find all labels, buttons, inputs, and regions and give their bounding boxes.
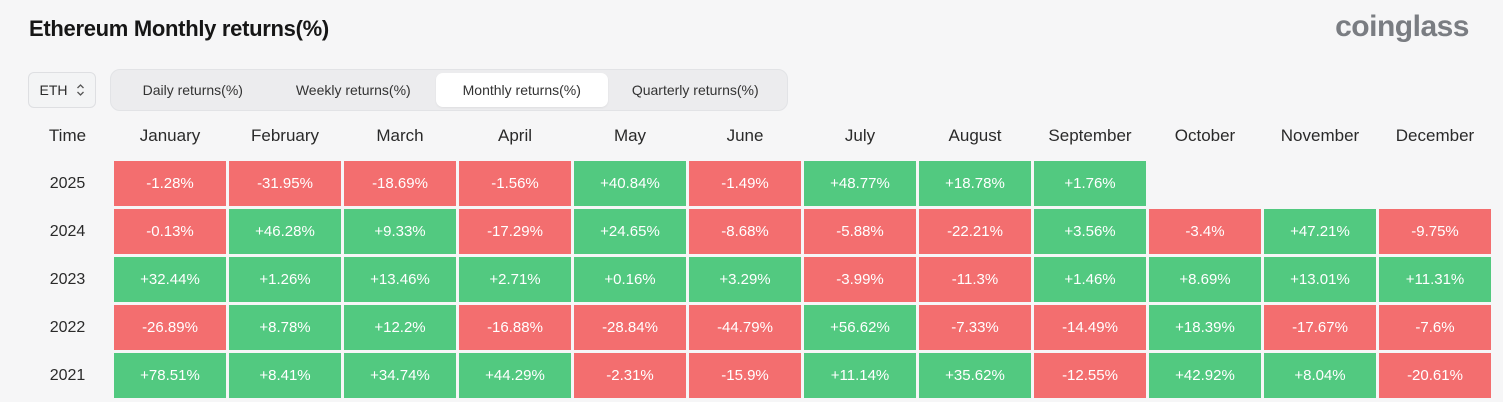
column-header-september: September bbox=[1048, 126, 1132, 145]
return-cell: +13.46% bbox=[344, 257, 456, 302]
return-cell: +3.29% bbox=[689, 257, 801, 302]
row-year-label: 2023 bbox=[49, 270, 86, 288]
return-cell: -7.33% bbox=[919, 305, 1031, 350]
column-header-march: March bbox=[376, 126, 424, 145]
return-cell: +12.2% bbox=[344, 305, 456, 350]
return-cell: +78.51% bbox=[114, 353, 226, 398]
return-cell: -14.49% bbox=[1034, 305, 1146, 350]
column-header-february: February bbox=[250, 126, 320, 145]
return-cell: +18.78% bbox=[919, 161, 1031, 206]
return-cell: -1.49% bbox=[689, 161, 801, 206]
return-cell: -28.84% bbox=[574, 305, 686, 350]
return-cell: +9.33% bbox=[344, 209, 456, 254]
return-cell: -20.61% bbox=[1379, 353, 1491, 398]
return-cell: +32.44% bbox=[114, 257, 226, 302]
return-cell: -9.75% bbox=[1379, 209, 1491, 254]
return-cell: -22.21% bbox=[919, 209, 1031, 254]
column-header-april: April bbox=[497, 126, 532, 145]
return-cell: -31.95% bbox=[229, 161, 341, 206]
return-cell: +42.92% bbox=[1149, 353, 1261, 398]
return-cell: -1.28% bbox=[114, 161, 226, 206]
return-cell: -5.88% bbox=[804, 209, 916, 254]
column-header-july: July bbox=[844, 126, 876, 145]
monthly-returns-table: Time January February March April May June July… bbox=[24, 114, 1491, 398]
return-cell: -3.99% bbox=[804, 257, 916, 302]
return-cell: -12.55% bbox=[1034, 353, 1146, 398]
tab-quarterly-returns[interactable]: Quarterly returns(%) bbox=[631, 82, 759, 98]
brand-logo[interactable]: coinglass bbox=[1335, 10, 1469, 43]
tab-daily-returns[interactable]: Daily returns(%) bbox=[142, 82, 243, 98]
return-cell bbox=[1379, 161, 1491, 206]
row-year-label: 2022 bbox=[49, 318, 86, 336]
return-cell: +8.04% bbox=[1264, 353, 1376, 398]
return-cell: +40.84% bbox=[574, 161, 686, 206]
return-cell: +34.74% bbox=[344, 353, 456, 398]
return-cell: -11.3% bbox=[919, 257, 1031, 302]
return-cell: -8.68% bbox=[689, 209, 801, 254]
asset-select[interactable]: ETH bbox=[28, 72, 96, 108]
return-cell: +46.28% bbox=[229, 209, 341, 254]
return-cell: -18.69% bbox=[344, 161, 456, 206]
return-cell: -2.31% bbox=[574, 353, 686, 398]
row-year-label: 2024 bbox=[49, 222, 86, 240]
return-cell: -17.29% bbox=[459, 209, 571, 254]
return-cell: -0.13% bbox=[114, 209, 226, 254]
return-cell: +11.31% bbox=[1379, 257, 1491, 302]
return-cell: +13.01% bbox=[1264, 257, 1376, 302]
return-cell: +44.29% bbox=[459, 353, 571, 398]
column-header-october: October bbox=[1174, 126, 1236, 145]
return-cell: +11.14% bbox=[804, 353, 916, 398]
return-cell: +3.56% bbox=[1034, 209, 1146, 254]
return-cell: +8.78% bbox=[229, 305, 341, 350]
return-cell: -17.67% bbox=[1264, 305, 1376, 350]
returns-tabs: Daily returns(%) Weekly returns(%) Month… bbox=[110, 69, 788, 111]
return-cell: -1.56% bbox=[459, 161, 571, 206]
page-title: Ethereum Monthly returns(%) bbox=[29, 16, 329, 41]
return-cell: -7.6% bbox=[1379, 305, 1491, 350]
return-cell bbox=[1264, 161, 1376, 206]
column-header-time: Time bbox=[48, 126, 87, 145]
return-cell: -44.79% bbox=[689, 305, 801, 350]
column-header-november: November bbox=[1280, 126, 1360, 145]
tab-monthly-returns[interactable]: Monthly returns(%) bbox=[436, 73, 608, 107]
return-cell bbox=[1149, 161, 1261, 206]
column-header-december: December bbox=[1395, 126, 1475, 145]
return-cell: +18.39% bbox=[1149, 305, 1261, 350]
column-header-august: August bbox=[948, 126, 1002, 145]
return-cell: +8.41% bbox=[229, 353, 341, 398]
return-cell: +1.46% bbox=[1034, 257, 1146, 302]
column-header-june: June bbox=[726, 126, 764, 145]
column-header-may: May bbox=[613, 126, 647, 145]
return-cell: +47.21% bbox=[1264, 209, 1376, 254]
return-cell: +24.65% bbox=[574, 209, 686, 254]
return-cell: -26.89% bbox=[114, 305, 226, 350]
return-cell: +56.62% bbox=[804, 305, 916, 350]
return-cell: +2.71% bbox=[459, 257, 571, 302]
return-cell: +1.76% bbox=[1034, 161, 1146, 206]
return-cell: +35.62% bbox=[919, 353, 1031, 398]
column-header-january: January bbox=[139, 126, 201, 145]
return-cell: -15.9% bbox=[689, 353, 801, 398]
tab-weekly-returns[interactable]: Weekly returns(%) bbox=[295, 82, 411, 98]
row-year-label: 2021 bbox=[49, 366, 86, 384]
chevron-up-down-icon bbox=[76, 83, 85, 97]
row-year-label: 2025 bbox=[49, 174, 86, 192]
return-cell: +48.77% bbox=[804, 161, 916, 206]
return-cell: +8.69% bbox=[1149, 257, 1261, 302]
asset-select-value: ETH bbox=[39, 82, 68, 98]
return-cell: +1.26% bbox=[229, 257, 341, 302]
return-cell: +0.16% bbox=[574, 257, 686, 302]
return-cell: -3.4% bbox=[1149, 209, 1261, 254]
return-cell: -16.88% bbox=[459, 305, 571, 350]
